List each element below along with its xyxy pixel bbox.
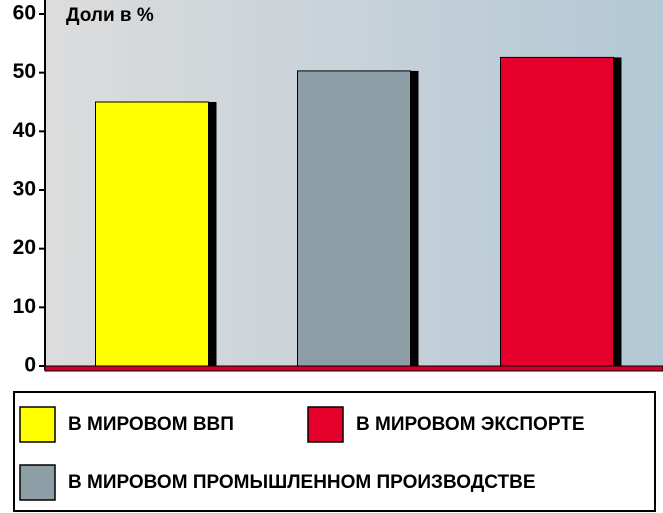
bar-shadow [208,102,217,366]
y-tick-label: 60 [13,2,36,25]
bar [95,101,209,367]
y-tick-label: 20 [13,236,36,259]
y-tick-label: 30 [13,178,36,201]
bar [500,56,614,367]
y-tick-label: 40 [13,119,36,142]
y-axis-label: Доли в % [66,5,154,26]
baseline [44,365,663,372]
bar-shadow [613,57,622,367]
legend-swatch [19,464,56,501]
legend-swatch [19,406,56,443]
bar [297,70,411,367]
y-tick-label: 50 [13,60,36,83]
bar-shadow [410,70,419,366]
y-tick-label: 0 [24,354,36,377]
legend-label: В МИРОВОМ ЭКСПОРТЕ [356,414,585,435]
legend-swatch [307,406,344,443]
y-tick-label: 10 [13,295,36,318]
legend-label: В МИРОВОМ ВВП [68,414,234,435]
legend-label: В МИРОВОМ ПРОМЫШЛЕННОМ ПРОИЗВОДСТВЕ [68,472,536,493]
